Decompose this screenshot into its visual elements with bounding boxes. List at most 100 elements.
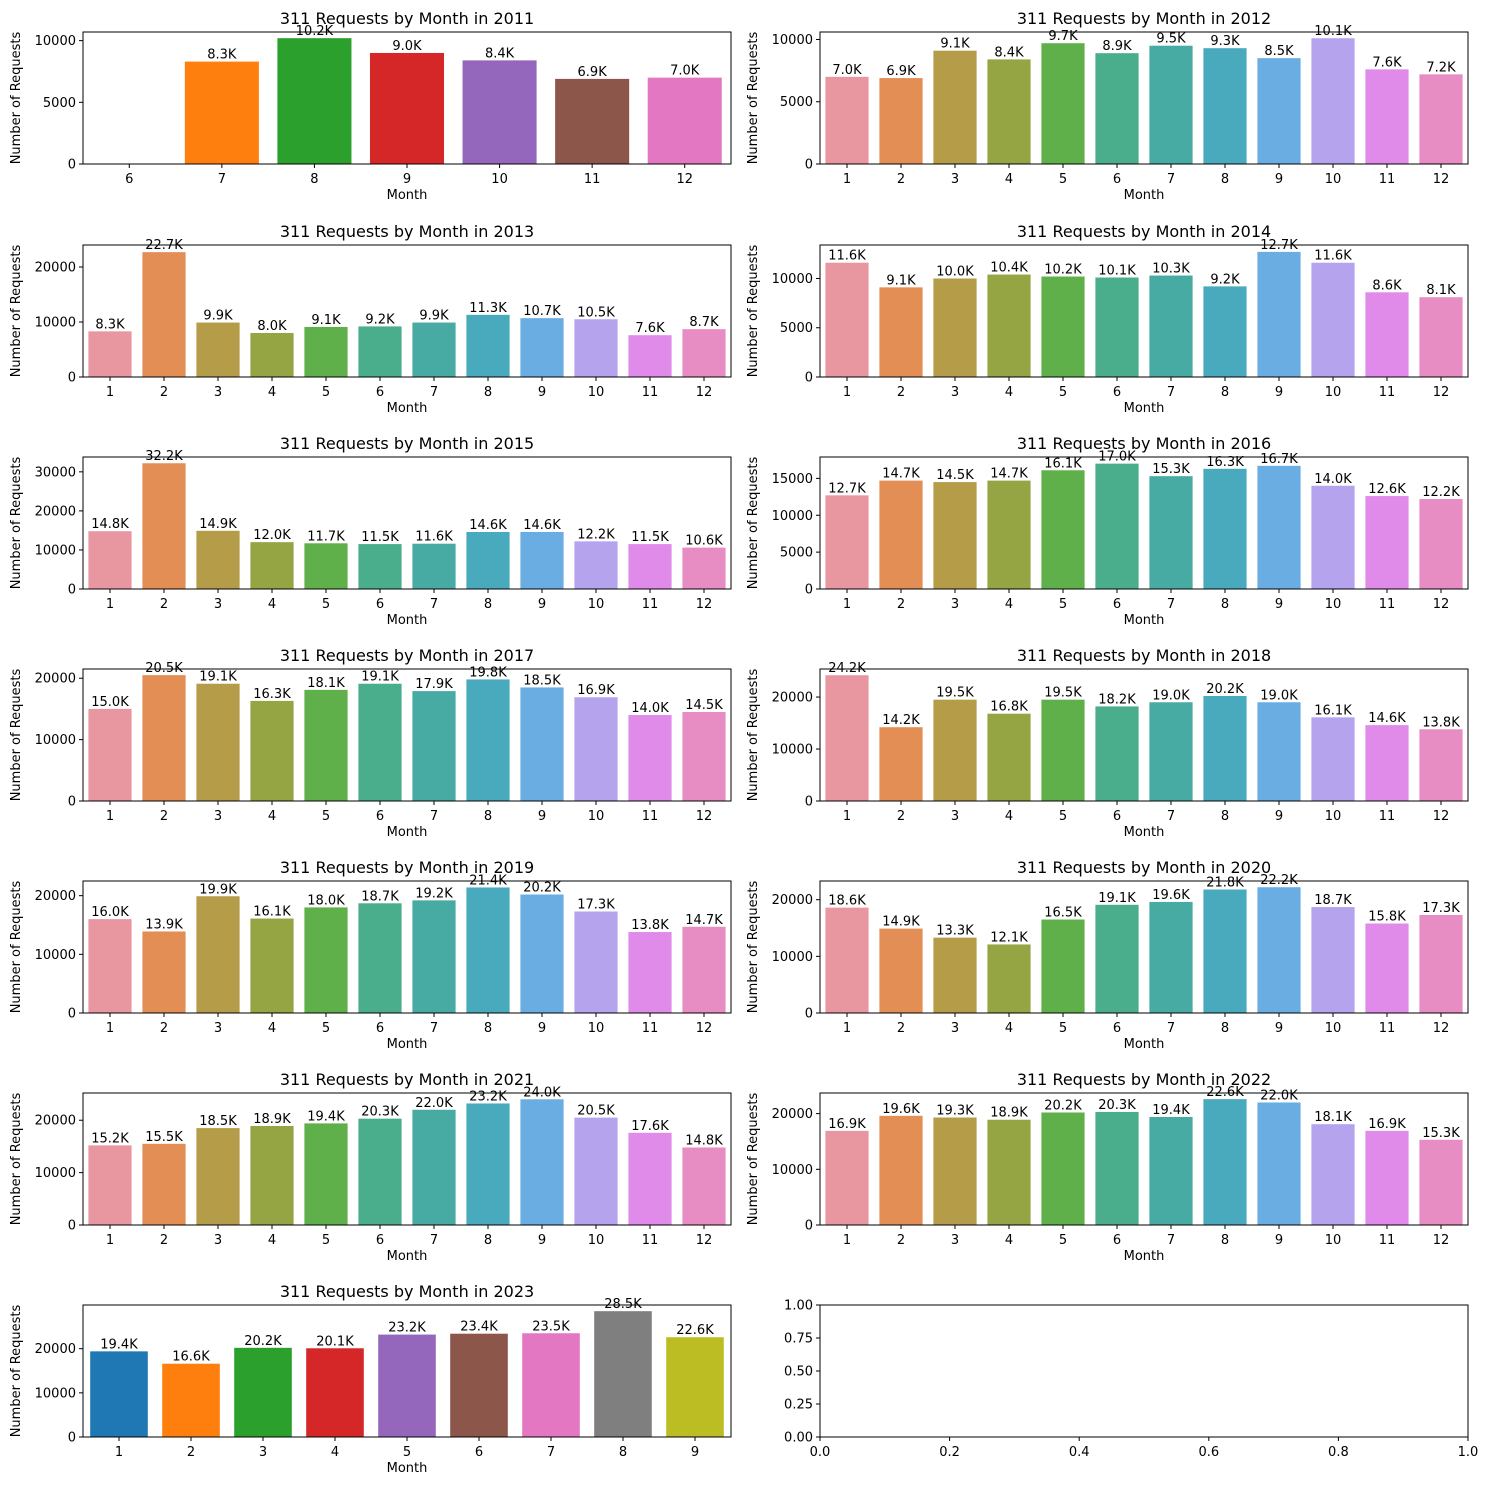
bar-month-4 [250,542,294,589]
data-label: 9.5K [1156,32,1186,47]
x-tick-label: 0.2 [939,1445,960,1460]
x-tick-label: 7 [547,1445,555,1460]
data-label: 8.1K [1426,283,1456,298]
data-label: 16.8K [990,700,1028,715]
bar-month-12 [1419,1139,1463,1225]
x-tick-label: 5 [1059,1021,1067,1036]
bar-month-5 [304,1123,348,1225]
bar-month-6 [1095,463,1139,589]
x-tick-label: 9 [1275,385,1283,400]
x-axis-label: Month [1124,188,1165,203]
bar-month-9 [1257,887,1301,1013]
x-tick-label: 1 [843,1021,851,1036]
data-label: 19.1K [361,670,399,685]
bar-month-9 [520,1099,564,1225]
bar-month-9 [1257,58,1301,165]
y-axis-label: Number of Requests [9,244,24,377]
y-tick-label: 10000 [772,1163,813,1178]
bar-month-10 [574,697,618,801]
subplot-10: 0 10000 20000 18.6K 1 14.9K 2 13.3K 3 12.1K 4 16.5K… [746,858,1469,1052]
data-label: 20.2K [523,880,561,895]
x-tick-label: 9 [538,385,546,400]
x-tick-label: 3 [951,1021,959,1036]
x-tick-label: 1 [843,385,851,400]
bar-month-2 [142,463,186,589]
x-tick-label: 12 [1433,1233,1450,1248]
data-label: 18.6K [828,894,866,909]
bar-month-7 [1149,901,1193,1013]
x-tick-label: 5 [322,1021,330,1036]
bar-month-5 [1041,699,1085,801]
bar-month-9 [1257,251,1301,377]
bar-month-7 [412,1109,456,1225]
bar-month-4 [306,1348,364,1437]
x-tick-label: 12 [696,597,713,612]
x-tick-label: 7 [430,1233,438,1248]
data-label: 16.1K [1044,456,1082,471]
data-label: 20.2K [244,1334,282,1349]
data-label: 19.4K [307,1109,345,1124]
subplot-8: 0100002000024.2K114.2K219.5K316.8K419.5K… [746,646,1469,840]
y-tick-label: 10000 [35,1166,76,1181]
x-tick-label: 5 [322,809,330,824]
bar-month-9 [520,894,564,1013]
data-label: 14.5K [936,468,974,483]
y-axis-label: Number of Requests [746,456,761,589]
subplot-13: 0 10000 20000 19.4K 1 16.6K 2 20.2K 3 20.1K 4 23.2K… [9,1282,732,1476]
x-tick-label: 0.6 [1198,1445,1219,1460]
y-tick-label: 30000 [35,465,76,480]
x-tick-label: 6 [125,172,133,187]
data-label: 15.3K [1422,1126,1460,1141]
data-label: 14.7K [990,467,1028,482]
bar-month-8 [466,1103,510,1225]
x-tick-label: 7 [430,809,438,824]
bar-month-10 [1311,1124,1355,1225]
axes-frame [82,1304,732,1438]
data-label: 19.8K [469,665,507,680]
data-label: 9.0K [392,39,422,54]
data-label: 19.1K [1098,891,1136,906]
x-axis-label: Month [387,1461,428,1476]
x-tick-label: 12 [676,172,693,187]
axes-frame [82,244,732,378]
x-tick-label: 12 [696,1021,713,1036]
bar-month-10 [1311,907,1355,1013]
x-tick-label: 2 [897,1233,905,1248]
bar-month-5 [378,1334,436,1437]
y-tick-label: 20000 [772,893,813,908]
bar-month-6 [1095,53,1139,164]
data-label: 10.2K [1044,263,1082,278]
data-label: 14.7K [882,467,920,482]
x-tick-label: 6 [1113,809,1121,824]
data-label: 20.2K [1206,682,1244,697]
x-tick-label: 1 [106,385,114,400]
data-label: 8.4K [485,46,515,61]
bar-month-2 [879,287,923,377]
data-label: 13.8K [1422,715,1460,730]
bar-month-10 [574,319,618,377]
data-label: 11.6K [415,530,453,545]
bar-month-2 [162,1363,220,1437]
x-tick-label: 4 [1005,1233,1013,1248]
data-label: 20.3K [361,1105,399,1120]
x-tick-label: 11 [1379,385,1396,400]
bar-month-8 [1203,286,1247,377]
x-tick-label: 11 [642,597,659,612]
y-tick-label: 20000 [772,691,813,706]
data-label: 11.6K [828,249,866,264]
bar-month-1 [825,76,869,164]
bar-month-12 [1419,74,1463,164]
bar-month-11 [1365,292,1409,377]
x-tick-label: 12 [696,1233,713,1248]
x-axis-label: Month [387,1249,428,1264]
data-label: 14.6K [469,518,507,533]
bar-month-6 [450,1333,508,1437]
x-tick-label: 10 [1325,809,1342,824]
x-tick-label: 3 [951,1233,959,1248]
x-tick-label: 10 [491,172,508,187]
x-tick-label: 12 [1433,597,1450,612]
data-label: 13.9K [145,917,183,932]
y-tick-label: 10000 [772,33,813,48]
bar-month-11 [628,335,672,377]
data-label: 14.5K [685,698,723,713]
